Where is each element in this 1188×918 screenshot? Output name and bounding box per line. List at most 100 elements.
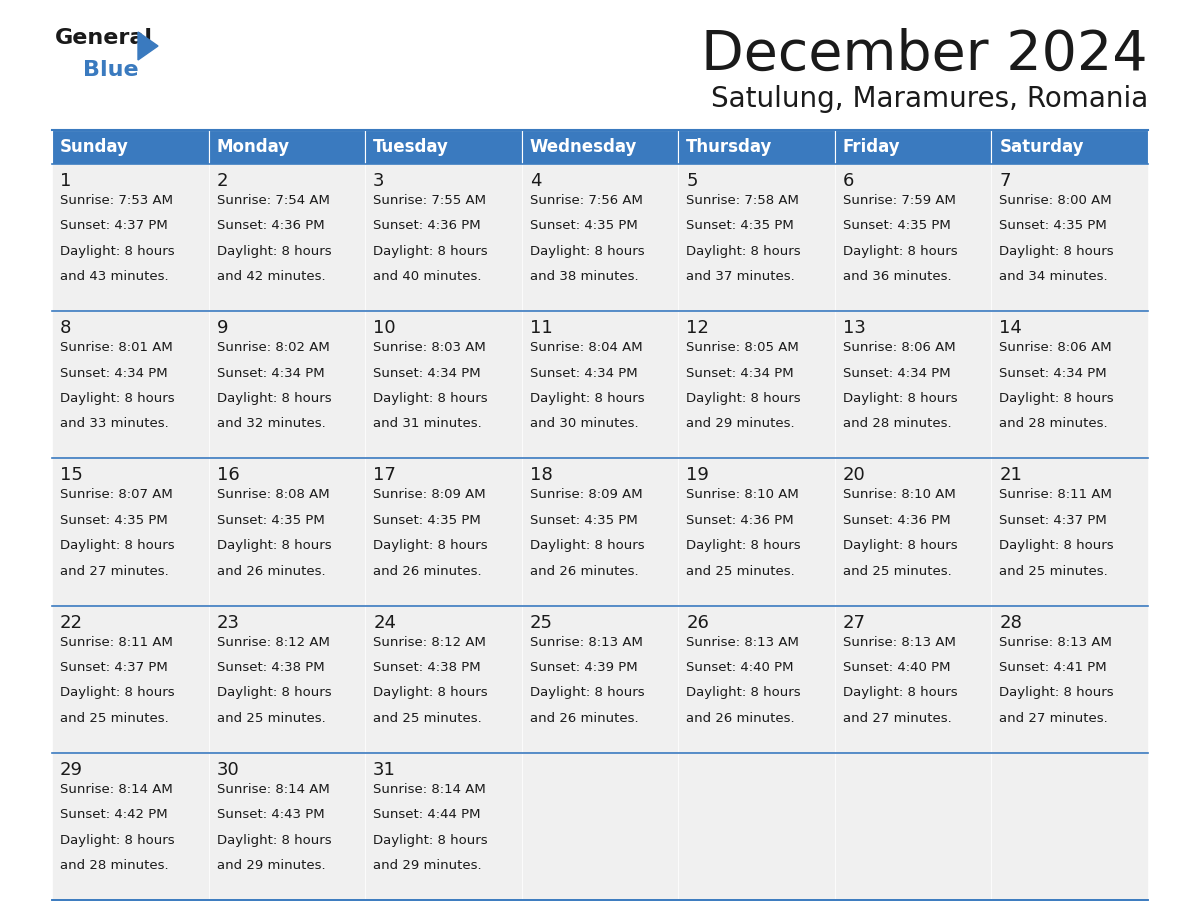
- Text: Sunset: 4:34 PM: Sunset: 4:34 PM: [373, 366, 481, 379]
- Text: Sunrise: 7:54 AM: Sunrise: 7:54 AM: [216, 194, 329, 207]
- Text: Daylight: 8 hours: Daylight: 8 hours: [999, 392, 1114, 405]
- Text: Daylight: 8 hours: Daylight: 8 hours: [687, 392, 801, 405]
- Text: and 40 minutes.: and 40 minutes.: [373, 270, 481, 283]
- Bar: [522, 164, 678, 311]
- Text: 10: 10: [373, 319, 396, 337]
- Bar: [992, 458, 1148, 606]
- Text: Sunset: 4:34 PM: Sunset: 4:34 PM: [687, 366, 794, 379]
- Text: Sunset: 4:38 PM: Sunset: 4:38 PM: [373, 661, 481, 674]
- Text: Sunset: 4:41 PM: Sunset: 4:41 PM: [999, 661, 1107, 674]
- Text: 2: 2: [216, 172, 228, 190]
- Text: and 37 minutes.: and 37 minutes.: [687, 270, 795, 283]
- Text: and 31 minutes.: and 31 minutes.: [373, 418, 482, 431]
- Text: Sunrise: 7:53 AM: Sunrise: 7:53 AM: [61, 194, 173, 207]
- Text: Sunset: 4:36 PM: Sunset: 4:36 PM: [216, 219, 324, 232]
- Bar: [52, 606, 209, 753]
- Text: Sunset: 4:34 PM: Sunset: 4:34 PM: [999, 366, 1107, 379]
- Text: and 25 minutes.: and 25 minutes.: [842, 565, 952, 577]
- Text: Sunrise: 8:09 AM: Sunrise: 8:09 AM: [530, 488, 643, 501]
- Text: Daylight: 8 hours: Daylight: 8 hours: [216, 539, 331, 552]
- Text: 5: 5: [687, 172, 697, 190]
- Text: 18: 18: [530, 466, 552, 485]
- Text: Sunrise: 8:06 AM: Sunrise: 8:06 AM: [999, 341, 1112, 354]
- Text: Sunset: 4:35 PM: Sunset: 4:35 PM: [530, 514, 638, 527]
- Text: Daylight: 8 hours: Daylight: 8 hours: [687, 687, 801, 700]
- Text: Blue: Blue: [83, 60, 139, 80]
- Text: and 26 minutes.: and 26 minutes.: [530, 565, 638, 577]
- Text: 28: 28: [999, 613, 1023, 632]
- Text: 16: 16: [216, 466, 239, 485]
- Text: Sunrise: 8:07 AM: Sunrise: 8:07 AM: [61, 488, 172, 501]
- Text: Daylight: 8 hours: Daylight: 8 hours: [687, 245, 801, 258]
- Text: Sunset: 4:35 PM: Sunset: 4:35 PM: [999, 219, 1107, 232]
- Text: Sunset: 4:36 PM: Sunset: 4:36 PM: [373, 219, 481, 232]
- Text: Daylight: 8 hours: Daylight: 8 hours: [842, 539, 958, 552]
- Bar: [52, 753, 209, 900]
- Text: Sunset: 4:37 PM: Sunset: 4:37 PM: [61, 661, 168, 674]
- Text: Daylight: 8 hours: Daylight: 8 hours: [999, 687, 1114, 700]
- Text: and 28 minutes.: and 28 minutes.: [842, 418, 952, 431]
- Text: and 26 minutes.: and 26 minutes.: [530, 711, 638, 724]
- Bar: [209, 164, 365, 311]
- Text: Tuesday: Tuesday: [373, 138, 449, 156]
- Text: Sunset: 4:42 PM: Sunset: 4:42 PM: [61, 808, 168, 822]
- Text: and 43 minutes.: and 43 minutes.: [61, 270, 169, 283]
- Text: Wednesday: Wednesday: [530, 138, 637, 156]
- Text: Daylight: 8 hours: Daylight: 8 hours: [61, 245, 175, 258]
- Text: and 30 minutes.: and 30 minutes.: [530, 418, 638, 431]
- Text: Sunset: 4:35 PM: Sunset: 4:35 PM: [842, 219, 950, 232]
- Text: Sunset: 4:34 PM: Sunset: 4:34 PM: [842, 366, 950, 379]
- Bar: [365, 130, 522, 164]
- Text: Sunset: 4:44 PM: Sunset: 4:44 PM: [373, 808, 481, 822]
- Text: Daylight: 8 hours: Daylight: 8 hours: [61, 687, 175, 700]
- Text: and 25 minutes.: and 25 minutes.: [999, 565, 1108, 577]
- Bar: [52, 130, 209, 164]
- Text: Sunset: 4:38 PM: Sunset: 4:38 PM: [216, 661, 324, 674]
- Text: and 29 minutes.: and 29 minutes.: [216, 859, 326, 872]
- Text: Friday: Friday: [842, 138, 901, 156]
- Text: and 27 minutes.: and 27 minutes.: [61, 565, 169, 577]
- Bar: [678, 606, 835, 753]
- Text: and 29 minutes.: and 29 minutes.: [687, 418, 795, 431]
- Text: Sunrise: 8:13 AM: Sunrise: 8:13 AM: [687, 635, 800, 649]
- Text: Sunrise: 8:06 AM: Sunrise: 8:06 AM: [842, 341, 955, 354]
- Text: Daylight: 8 hours: Daylight: 8 hours: [61, 834, 175, 846]
- Text: Sunrise: 8:13 AM: Sunrise: 8:13 AM: [530, 635, 643, 649]
- Text: Sunrise: 8:05 AM: Sunrise: 8:05 AM: [687, 341, 800, 354]
- Text: 9: 9: [216, 319, 228, 337]
- Text: Sunset: 4:39 PM: Sunset: 4:39 PM: [530, 661, 637, 674]
- Text: Sunrise: 8:04 AM: Sunrise: 8:04 AM: [530, 341, 643, 354]
- Text: and 42 minutes.: and 42 minutes.: [216, 270, 326, 283]
- Text: Sunrise: 8:12 AM: Sunrise: 8:12 AM: [216, 635, 329, 649]
- Text: and 27 minutes.: and 27 minutes.: [999, 711, 1108, 724]
- Text: Sunrise: 7:58 AM: Sunrise: 7:58 AM: [687, 194, 800, 207]
- Text: and 34 minutes.: and 34 minutes.: [999, 270, 1108, 283]
- Bar: [992, 311, 1148, 458]
- Bar: [52, 458, 209, 606]
- Text: Daylight: 8 hours: Daylight: 8 hours: [373, 687, 488, 700]
- Text: Sunrise: 8:01 AM: Sunrise: 8:01 AM: [61, 341, 172, 354]
- Text: Sunset: 4:34 PM: Sunset: 4:34 PM: [61, 366, 168, 379]
- Text: and 26 minutes.: and 26 minutes.: [373, 565, 482, 577]
- Text: 25: 25: [530, 613, 552, 632]
- Text: Daylight: 8 hours: Daylight: 8 hours: [216, 687, 331, 700]
- Text: and 26 minutes.: and 26 minutes.: [687, 711, 795, 724]
- Text: and 28 minutes.: and 28 minutes.: [61, 859, 169, 872]
- Bar: [992, 753, 1148, 900]
- Text: 14: 14: [999, 319, 1023, 337]
- Text: Daylight: 8 hours: Daylight: 8 hours: [530, 539, 644, 552]
- Text: Sunset: 4:35 PM: Sunset: 4:35 PM: [530, 219, 638, 232]
- Text: Sunrise: 8:09 AM: Sunrise: 8:09 AM: [373, 488, 486, 501]
- Text: Sunday: Sunday: [61, 138, 128, 156]
- Text: 15: 15: [61, 466, 83, 485]
- Text: Daylight: 8 hours: Daylight: 8 hours: [373, 539, 488, 552]
- Text: and 25 minutes.: and 25 minutes.: [373, 711, 482, 724]
- Text: Sunset: 4:37 PM: Sunset: 4:37 PM: [61, 219, 168, 232]
- Text: Sunset: 4:40 PM: Sunset: 4:40 PM: [842, 661, 950, 674]
- Text: Sunrise: 8:00 AM: Sunrise: 8:00 AM: [999, 194, 1112, 207]
- Bar: [678, 130, 835, 164]
- Bar: [522, 311, 678, 458]
- Text: Sunrise: 8:12 AM: Sunrise: 8:12 AM: [373, 635, 486, 649]
- Bar: [678, 164, 835, 311]
- Polygon shape: [138, 32, 158, 60]
